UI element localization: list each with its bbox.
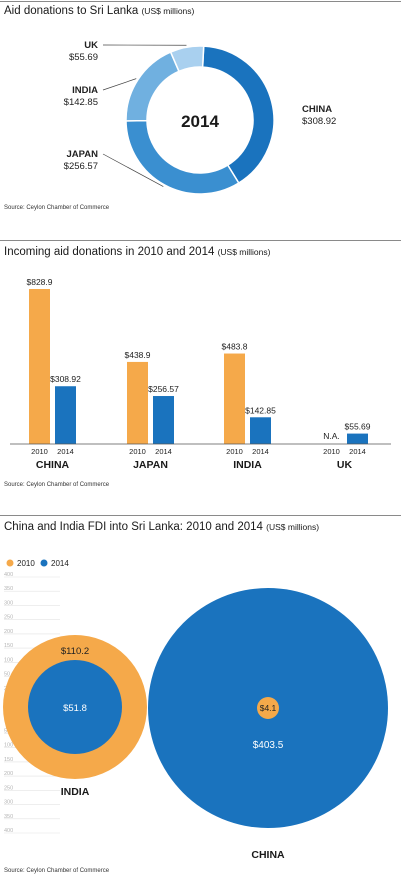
scale-tick-label: 300 — [4, 800, 13, 806]
bar-value-india-2010: $483.8 — [222, 342, 248, 352]
bar-uk-2014 — [347, 433, 368, 444]
scale-tick-label: 150 — [4, 757, 13, 763]
bar-india-2014 — [250, 417, 271, 444]
bar-value-uk-2014: $55.69 — [345, 422, 371, 432]
bar-category-india: INDIA — [233, 459, 262, 471]
legend-label-2010: 2010 — [17, 559, 35, 568]
scale-tick-label: 150 — [4, 643, 13, 649]
bubble-label-china-2010: $4.1 — [260, 703, 277, 713]
bar-year-india-2010: 2010 — [226, 447, 243, 456]
bar-year-japan-2014: 2014 — [155, 447, 172, 456]
donut-label-china: CHINA — [302, 104, 332, 115]
donut-leader-japan — [102, 153, 164, 187]
scale-tick-label: 200 — [4, 771, 13, 777]
bar-value-china-2010: $828.9 — [27, 277, 53, 287]
bar-year-india-2014: 2014 — [252, 447, 269, 456]
donut-label-india: INDIA — [72, 85, 98, 96]
scale-tick-label: 300 — [4, 600, 13, 606]
bar-year-uk-2010: 2010 — [323, 447, 340, 456]
bar-category-japan: JAPAN — [133, 459, 168, 471]
bubble-category-china: CHINA — [251, 849, 285, 861]
panel2-title-text: Incoming aid donations in 2010 and 2014 — [4, 246, 215, 258]
donut-value-uk: $55.69 — [69, 52, 98, 63]
bubble-category-india: INDIA — [61, 786, 90, 798]
donut-center-label: 2014 — [181, 112, 219, 131]
bar-year-japan-2010: 2010 — [129, 447, 146, 456]
panel3-source: Source: Ceylon Chamber of Commerce — [4, 868, 110, 874]
bubble-india-2014 — [28, 660, 122, 754]
bar-year-uk-2014: 2014 — [349, 447, 366, 456]
donut-slice-india — [125, 51, 180, 122]
scale-tick-label: 400 — [4, 828, 13, 834]
scale-tick-label: 350 — [4, 814, 13, 820]
fdi-bubble-chart: 2010201440035030025020015010050250255010… — [3, 559, 388, 861]
scale-tick-label: 200 — [4, 629, 13, 635]
donut-slice-uk — [169, 45, 205, 73]
bubble-china-2010 — [257, 697, 279, 719]
bar-india-2010 — [224, 353, 245, 444]
panel2-top-rule — [0, 240, 401, 241]
panel3-title-unit: (US$ millions) — [266, 522, 320, 532]
panel3-title: China and India FDI into Sri Lanka: 2010… — [4, 521, 319, 533]
legend-swatch-2014 — [40, 559, 48, 567]
bar-value-uk-2010: N.A. — [323, 431, 340, 441]
scale-tick-label: 100 — [4, 743, 13, 749]
donut-leader-india — [102, 78, 137, 91]
legend-swatch-2010 — [6, 559, 14, 567]
bar-japan-2010 — [127, 361, 148, 444]
scale-tick-label: 50 — [4, 672, 10, 678]
donut-value-china: $308.92 — [302, 116, 336, 127]
panel3-title-text: China and India FDI into Sri Lanka: 2010… — [4, 521, 263, 533]
bar-china-2014 — [55, 386, 76, 444]
scale-tick-label: 350 — [4, 586, 13, 592]
bubble-label-india-2014: $51.8 — [63, 703, 87, 714]
bar-value-china-2014: $308.92 — [50, 374, 81, 384]
aid-bar-chart: $828.9 2010 $308.92 2014 CHINA $438.9 2010 $256… — [10, 277, 391, 471]
donut-value-japan: $256.57 — [64, 161, 98, 172]
aid-donut-chart: 2014 CHINA$308.92 JAPAN$256.57 INDIA$142.85… — [64, 40, 336, 195]
bar-japan-2014 — [153, 396, 174, 444]
panel1-top-rule — [0, 1, 401, 2]
bar-year-china-2014: 2014 — [57, 447, 74, 456]
panel2-title: Incoming aid donations in 2010 and 2014 … — [4, 246, 270, 258]
panel1-title-text: Aid donations to Sri Lanka — [4, 5, 139, 17]
bar-value-japan-2014: $256.57 — [148, 384, 179, 394]
scale-tick-label: 250 — [4, 615, 13, 621]
bar-year-china-2010: 2010 — [31, 447, 48, 456]
bar-category-china: CHINA — [36, 459, 70, 471]
donut-label-uk: UK — [84, 40, 98, 51]
scale-tick-label: 50 — [4, 728, 10, 734]
scale-tick-label: 400 — [4, 572, 13, 578]
legend-label-2014: 2014 — [51, 559, 69, 568]
bar-value-india-2014: $142.85 — [245, 405, 276, 415]
donut-label-japan: JAPAN — [67, 149, 99, 160]
bar-value-japan-2010: $438.9 — [125, 350, 151, 360]
bubble-label-china-2014: $403.5 — [253, 740, 284, 751]
bar-china-2010 — [29, 289, 50, 444]
panel2-title-unit: (US$ millions) — [217, 247, 271, 257]
panel1-title: Aid donations to Sri Lanka (US$ millions… — [4, 5, 194, 17]
scale-tick-label: 100 — [4, 657, 13, 663]
donut-slice-japan — [125, 119, 240, 195]
scale-tick-label: 250 — [4, 785, 13, 791]
panel1-title-unit: (US$ millions) — [141, 6, 195, 16]
panel3-top-rule — [0, 515, 401, 516]
donut-value-india: $142.85 — [64, 97, 98, 108]
bar-category-uk: UK — [337, 459, 353, 471]
bubble-label-india-2010: $110.2 — [61, 646, 89, 657]
panel2-source: Source: Ceylon Chamber of Commerce — [4, 482, 110, 488]
panel1-source: Source: Ceylon Chamber of Commerce — [4, 205, 110, 211]
